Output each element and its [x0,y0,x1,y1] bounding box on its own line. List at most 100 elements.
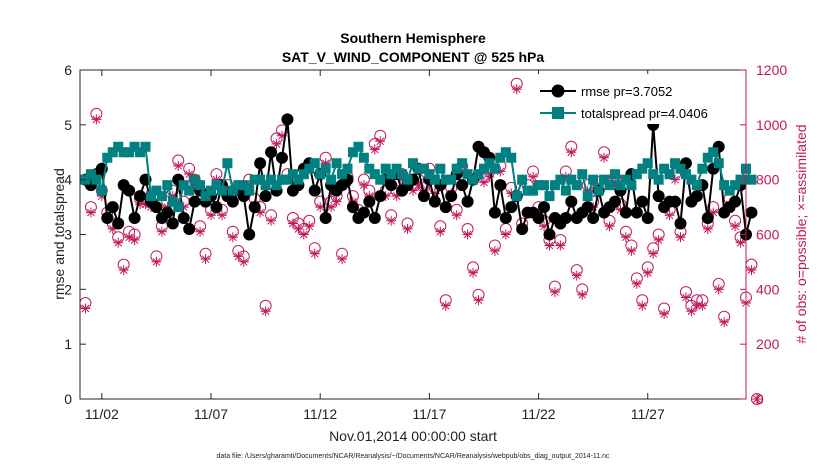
y-right-tick-label: 200 [756,336,780,352]
obs-assimilated-point [577,289,588,300]
totalspread-point [555,174,566,185]
rmse-point [488,206,501,219]
rmse-point [636,195,649,208]
totalspread-point [397,169,408,180]
obs-assimilated-point [320,158,331,169]
totalspread-point [659,163,670,174]
obs-assimilated-point [255,207,266,218]
obs-assimilated-point [468,267,479,278]
rmse-point [505,201,518,214]
rmse-point [281,113,294,126]
y-tick-label: 3 [64,227,72,243]
obs-assimilated-point [604,221,615,232]
totalspread-point [260,180,271,191]
totalspread-point [544,191,555,202]
totalspread-point [391,163,402,174]
totalspread-point [364,163,375,174]
obs-assimilated-point [276,130,287,141]
legend: rmse pr=3.7052 totalspread pr=4.0406 [533,74,743,124]
totalspread-point [222,158,233,169]
y-right-tick-label: 600 [756,227,780,243]
totalspread-point [195,180,206,191]
obs-assimilated-point [675,232,686,243]
totalspread-point [626,180,637,191]
totalspread-point [418,163,429,174]
obs-assimilated-point [626,245,637,256]
legend-spread-label: totalspread pr=4.0406 [581,106,708,121]
obs-assimilated-point [451,210,462,221]
totalspread-point [724,185,735,196]
obs-assimilated-point [495,166,506,177]
totalspread-point [435,163,446,174]
totalspread-point [670,158,681,169]
obs-assimilated-point [429,188,440,199]
obs-assimilated-point [462,229,473,240]
obs-assimilated-point [337,254,348,265]
totalspread-point [255,174,266,185]
obs-assimilated-point [615,204,626,215]
totalspread-point [178,180,189,191]
totalspread-point [107,147,118,158]
obs-assimilated-point [91,114,102,125]
totalspread-point [402,174,413,185]
totalspread-point [85,169,96,180]
obs-assimilated-point [358,180,369,191]
totalspread-point [631,169,642,180]
totalspread-point [271,180,282,191]
obs-assimilated-point [216,210,227,221]
rmse-point [543,228,556,241]
obs-assimilated-point [555,240,566,251]
rmse-point [532,212,545,225]
totalspread-point [648,169,659,180]
totalspread-point [315,169,326,180]
y-tick-label: 0 [64,391,72,407]
totalspread-point [347,147,358,158]
totalspread-point [719,180,730,191]
y-tick-label: 5 [64,117,72,133]
totalspread-point [238,180,249,191]
x-tick-label: 11/22 [522,406,556,422]
chart-subtitle: SAT_V_WIND_COMPONENT @ 525 hPa [282,49,545,65]
totalspread-point [637,163,648,174]
totalspread-point [206,185,217,196]
obs-assimilated-point [386,215,397,226]
y-axis-left: 0 1 2 3 4 5 6 [64,62,86,407]
totalspread-point [620,174,631,185]
obs-assimilated-point [642,267,653,278]
rmse-point [161,206,174,219]
totalspread-point [577,169,588,180]
totalspread-point [244,185,255,196]
totalspread-point [702,152,713,163]
obs-assimilated-point [582,185,593,196]
totalspread-point [369,169,380,180]
totalspread-point [309,158,320,169]
obs-assimilated-point [440,300,451,311]
totalspread-point [337,169,348,180]
totalspread-point [697,163,708,174]
totalspread-point [200,191,211,202]
obs-assimilated-point [484,171,495,182]
rmse-point [275,151,288,164]
totalspread-point [96,185,107,196]
y-right-tick-label: 400 [756,281,780,297]
obs-assimilated-point [227,232,238,243]
rmse-point [652,190,665,203]
totalspread-point [604,180,615,191]
rmse-point [565,195,578,208]
totalspread-point [506,152,517,163]
totalspread-point [124,147,135,158]
totalspread-point [413,163,424,174]
totalspread-point [511,191,522,202]
totalspread-point [162,180,173,191]
y-tick-label: 1 [64,336,72,352]
rmse-point [101,212,114,225]
totalspread-point [129,141,140,152]
rmse-point [494,179,507,192]
obs-assimilated-point [413,180,424,191]
y-tick-label: 4 [64,172,72,188]
obs-assimilated-point [397,174,408,185]
totalspread-point [266,174,277,185]
totalspread-point [675,163,686,174]
rmse-point [166,217,179,230]
rmse-point [439,201,452,214]
